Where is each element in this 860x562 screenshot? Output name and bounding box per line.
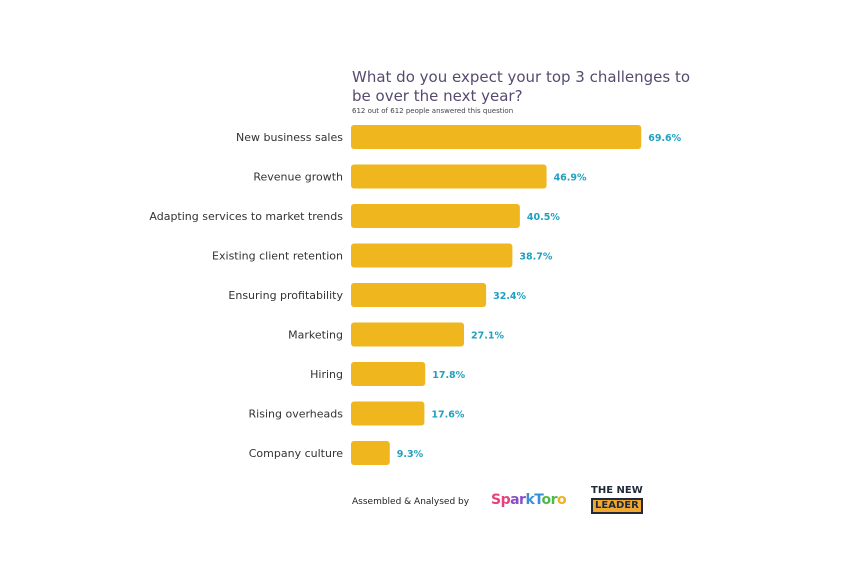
bar: [351, 204, 520, 228]
value-label: 69.6%: [648, 133, 681, 144]
bar: [351, 401, 425, 426]
value-label: 9.3%: [397, 449, 424, 460]
category-label: Company culture: [249, 447, 343, 460]
value-label: 17.6%: [431, 410, 464, 421]
value-label: 38.7%: [519, 252, 552, 263]
value-label: 40.5%: [527, 212, 560, 223]
category-label: Adapting services to market trends: [149, 210, 343, 223]
value-label: 32.4%: [493, 291, 526, 302]
bar: [351, 441, 390, 465]
value-label: 27.1%: [471, 331, 504, 342]
bar: [351, 283, 487, 307]
value-label: 46.9%: [554, 173, 587, 184]
value-label: 17.8%: [432, 370, 465, 381]
category-label: Existing client retention: [212, 250, 343, 263]
category-label: Marketing: [288, 329, 343, 342]
sparktoro-logo: SparkToro: [491, 492, 567, 508]
bar: [351, 164, 547, 189]
category-label: Revenue growth: [253, 171, 343, 184]
category-label: Ensuring profitability: [228, 289, 343, 302]
the-new-leader-logo: THE NEW LEADER: [591, 485, 643, 514]
bar: [351, 243, 513, 268]
bar: [351, 362, 426, 386]
chart-subtitle: 612 out of 612 people answered this ques…: [352, 107, 514, 115]
category-label: Rising overheads: [249, 408, 344, 421]
category-label: New business sales: [236, 131, 343, 144]
bar: [351, 322, 465, 347]
category-label: Hiring: [310, 368, 343, 381]
credit-text: Assembled & Analysed by: [352, 497, 470, 507]
bar: [351, 125, 642, 149]
chart-title: What do you expect your top 3 challenges…: [352, 68, 691, 105]
